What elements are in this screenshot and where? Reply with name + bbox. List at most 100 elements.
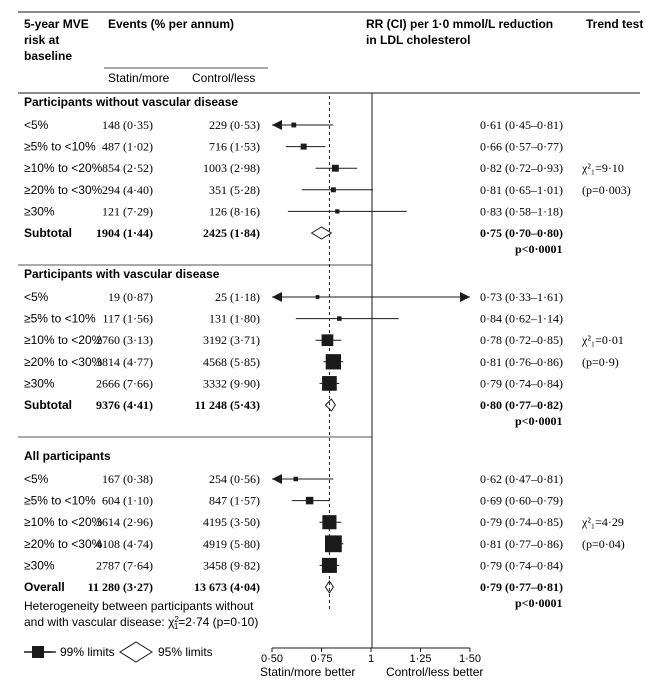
ci-arrow-left-icon (272, 474, 282, 484)
rr-ci-text: 0·69 (0·60–0·79) (480, 494, 563, 508)
table-header: 5-year MVE risk at baseline Events (% pe… (18, 11, 643, 94)
subtotal-statin: 9376 (4·41) (96, 398, 153, 412)
control-events: 4919 (5·80) (203, 537, 260, 551)
statin-events: 2760 (3·13) (96, 333, 153, 347)
rr-ci-text: 0·81 (0·76–0·86) (480, 355, 563, 369)
point-estimate-square (330, 187, 336, 193)
x-tick-label: 1·50 (459, 653, 481, 665)
point-estimate-square (291, 122, 297, 128)
statin-events: 604 (1·10) (102, 494, 153, 508)
trend-test-text: (p=0·003) (582, 183, 631, 197)
footer: Heterogeneity between participants witho… (24, 599, 483, 679)
legend-diamond-icon (119, 641, 153, 663)
chart-marks (272, 96, 470, 612)
rr-ci-text: 0·73 (0·33–1·61) (480, 290, 563, 304)
header-statin: Statin/more (108, 71, 170, 85)
subtotal-control: 11 248 (5·43) (195, 398, 260, 412)
row-label: ≥10% to <20% (24, 515, 103, 529)
rr-ci-text: 0·81 (0·65–1·01) (480, 183, 563, 197)
heterogeneity-line-1: Heterogeneity between participants witho… (24, 599, 254, 613)
control-events: 1003 (2·98) (203, 161, 260, 175)
row-label: ≥5% to <10% (24, 312, 96, 326)
row-label: ≥10% to <20% (24, 161, 103, 175)
rr-ci-text: 0·79 (0·74–0·84) (480, 376, 563, 390)
header-risk-line-3: baseline (24, 49, 72, 63)
control-events: 25 (1·18) (215, 290, 260, 304)
rr-ci-text: 0·79 (0·74–0·84) (480, 558, 563, 572)
x-tick-label: 0·75 (310, 653, 332, 665)
row-label: ≥20% to <30% (24, 183, 103, 197)
subtotal-rr: 0·80 (0·77–0·82) (480, 398, 563, 412)
point-estimate-square (324, 535, 342, 553)
subtotal-p: p<0·0001 (515, 414, 563, 428)
statin-events: 2787 (7·64) (96, 558, 153, 572)
control-events: 3332 (9·90) (203, 376, 260, 390)
x-label-left: Statin/more better (260, 665, 355, 679)
row-label: ≥30% (24, 376, 55, 390)
x-axis-ticks: 0·50 0·75 1 1·25 1·50 (261, 648, 481, 665)
header-risk-line-1: 5-year MVE (24, 17, 89, 31)
trend-test-text: χ²₁=4·29 (581, 515, 624, 529)
header-rr-line-1: RR (CI) per 1·0 mmol/L reduction (366, 17, 553, 31)
statin-events: 3614 (2·96) (96, 515, 153, 529)
control-events: 847 (1·57) (209, 494, 260, 508)
control-events: 126 (8·16) (209, 204, 260, 218)
subtotal-p: p<0·0001 (515, 596, 563, 610)
control-events: 4195 (3·50) (203, 515, 260, 529)
statin-events: 3814 (4·77) (96, 355, 153, 369)
control-events: 229 (0·53) (209, 118, 260, 132)
rr-ci-text: 0·83 (0·58–1·18) (480, 204, 563, 218)
subtotal-diamond (324, 580, 334, 594)
rr-ci-text: 0·66 (0·57–0·77) (480, 140, 563, 154)
point-estimate-square (331, 164, 339, 172)
subtotal-diamond (310, 226, 333, 240)
point-estimate-square (325, 354, 342, 370)
ci-arrow-left-icon (272, 292, 282, 302)
statin-events: 117 (1·56) (102, 312, 153, 326)
header-rr-line-2: in LDL cholesterol (366, 33, 470, 47)
control-events: 131 (1·80) (209, 312, 260, 326)
row-label: <5% (24, 472, 49, 486)
control-events: 716 (1·53) (209, 140, 260, 154)
ci-arrow-right-icon (460, 292, 470, 302)
control-events: 4568 (5·85) (203, 355, 260, 369)
row-label: ≥10% to <20% (24, 333, 103, 347)
control-events: 351 (5·28) (209, 183, 260, 197)
subtotal-label: Subtotal (24, 398, 72, 412)
x-tick-label: 1 (368, 653, 374, 665)
legend-square-icon (32, 646, 44, 658)
x-tick-label: 1·25 (409, 653, 431, 665)
point-estimate-square (321, 334, 334, 347)
legend-99: 99% limits (60, 645, 115, 659)
statin-events: 294 (4·40) (102, 183, 153, 197)
trend-test-text: χ²₁=0·01 (581, 333, 624, 347)
subtotal-p: p<0·0001 (515, 242, 563, 256)
control-events: 3192 (3·71) (203, 333, 260, 347)
point-estimate-square (335, 209, 340, 214)
statin-events: 4108 (4·74) (96, 537, 153, 551)
heterogeneity-line-2: and with vascular disease: χ2 1=2·74 (p=0… (24, 615, 258, 631)
header-control: Control/less (192, 71, 255, 85)
header-risk-line-2: risk at (24, 33, 59, 47)
point-estimate-square (322, 376, 337, 391)
rr-ci-text: 0·81 (0·77–0·86) (480, 537, 563, 551)
statin-events: 148 (0·35) (102, 118, 153, 132)
point-estimate-square (293, 476, 299, 482)
statin-events: 854 (2·52) (102, 161, 153, 175)
point-estimate-square (337, 316, 342, 321)
control-events: 3458 (9·82) (203, 558, 260, 572)
subtotal-diamond (324, 398, 336, 412)
header-events: Events (% per annum) (108, 17, 234, 31)
statin-events: 121 (7·29) (102, 204, 153, 218)
row-label: <5% (24, 118, 49, 132)
legend-95: 95% limits (158, 645, 213, 659)
rr-ci-text: 0·61 (0·45–0·81) (480, 118, 563, 132)
trend-test-text: (p=0·04) (582, 537, 625, 551)
statin-events: 19 (0·87) (108, 290, 153, 304)
group-title: All participants (24, 449, 111, 463)
row-label: ≥5% to <10% (24, 140, 96, 154)
subtotal-control: 2425 (1·84) (203, 226, 260, 240)
x-label-right: Control/less better (386, 665, 483, 679)
subtotal-label: Overall (24, 580, 65, 594)
